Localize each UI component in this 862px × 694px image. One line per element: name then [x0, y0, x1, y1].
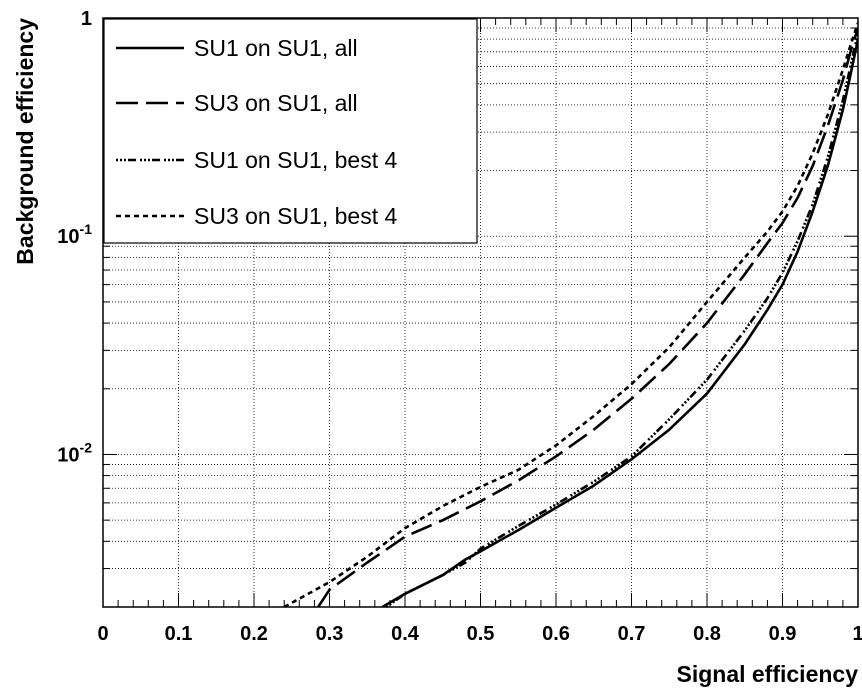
x-axis-label: Signal efficiency: [676, 661, 858, 687]
y-tick-labels: 10-2 10-1 1: [57, 8, 92, 466]
x-tick-label: 0.6: [542, 623, 570, 645]
x-tick-label: 0.9: [769, 623, 797, 645]
grid: [103, 18, 858, 607]
y-axis-label: Background efficiency: [12, 18, 38, 265]
legend: SU1 on SU1, all SU3 on SU1, all SU1 on SU1…: [103, 18, 478, 244]
legend-label-1: SU1 on SU1, all: [194, 35, 358, 61]
x-tick-label: 0.8: [693, 623, 721, 645]
legend-box: [103, 18, 478, 244]
legend-label-4: SU3 on SU1, best 4: [194, 203, 397, 229]
series-layer: [283, 22, 858, 607]
legend-label-2: SU3 on SU1, all: [194, 90, 358, 116]
x-tick-labels: 0 0.1 0.2 0.3 0.4 0.5 0.6 0.7 0.8 0.9 1: [97, 623, 862, 645]
x-tick-label: 0.5: [467, 623, 495, 645]
y-tick-label: 10-1: [57, 221, 92, 248]
x-tick-label: 0: [97, 623, 108, 645]
x-tick-label: 1: [852, 623, 862, 645]
series-line-2: [317, 27, 858, 607]
x-tick-label: 0.3: [316, 623, 344, 645]
legend-label-3: SU1 on SU1, best 4: [194, 147, 397, 173]
x-tick-label: 0.4: [391, 623, 420, 645]
x-tick-label: 0.2: [240, 623, 268, 645]
series-line-1: [381, 38, 858, 607]
y-tick-label: 1: [81, 8, 92, 30]
series-line-3: [385, 33, 858, 607]
x-tick-label: 0.7: [618, 623, 646, 645]
x-tick-label: 0.1: [165, 623, 193, 645]
y-tick-label: 10-2: [57, 439, 92, 466]
